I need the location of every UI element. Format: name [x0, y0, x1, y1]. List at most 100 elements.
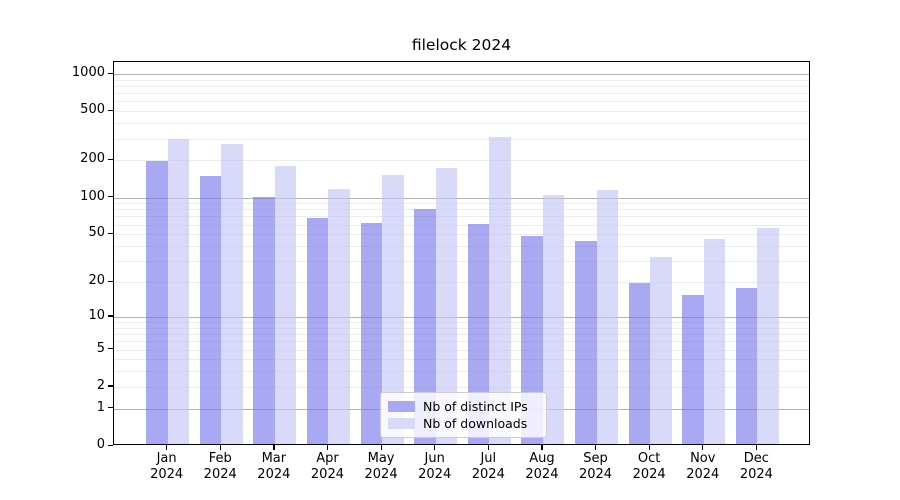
- bar-ips-oct: [628, 282, 651, 444]
- bar-ips-nov: [682, 294, 704, 444]
- x-tick-month: Dec: [743, 451, 769, 466]
- major-gridline: [114, 197, 809, 199]
- x-tick-mark: [648, 445, 650, 450]
- y-tick-label: 20: [88, 273, 105, 289]
- bar-ips-feb: [199, 176, 222, 444]
- x-tick-mark: [166, 445, 168, 450]
- x-tick-mark: [380, 445, 382, 450]
- bar-ips-dec: [735, 288, 758, 444]
- legend: Nb of distinct IPs Nb of downloads: [380, 392, 547, 438]
- legend-swatch-downloads: [388, 418, 415, 429]
- y-tick-mark: [108, 158, 113, 161]
- y-tick-label: 0: [96, 437, 105, 452]
- minor-gridline: [114, 203, 809, 205]
- y-tick-mark: [108, 109, 113, 111]
- minor-gridline: [114, 111, 809, 113]
- bar-ips-sep: [575, 241, 597, 444]
- minor-gridline: [114, 349, 809, 351]
- y-tick-label: 100: [80, 188, 105, 204]
- x-tick-year: 2024: [418, 467, 452, 482]
- minor-gridline: [114, 246, 809, 248]
- x-tick-label: Jan 2024: [137, 451, 197, 483]
- minor-gridline: [114, 322, 809, 324]
- plot-area: [113, 61, 810, 445]
- major-gridline: [114, 74, 809, 75]
- y-tick-label: 1: [96, 399, 105, 415]
- bar-downloads-dec: [757, 228, 779, 444]
- x-tick-label: Jun 2024: [405, 451, 465, 483]
- x-tick-year: 2024: [739, 467, 773, 482]
- x-tick-label: May 2024: [351, 451, 411, 483]
- bar-ips-apr: [306, 217, 329, 444]
- x-tick-year: 2024: [203, 467, 237, 482]
- legend-item: Nb of distinct IPs: [388, 398, 538, 415]
- minor-gridline: [114, 209, 809, 211]
- y-tick-mark: [108, 72, 113, 74]
- x-tick-month: Sep: [583, 451, 608, 466]
- minor-gridline: [114, 123, 809, 125]
- y-tick-label: 5: [96, 340, 105, 356]
- x-tick-label: Dec 2024: [726, 451, 786, 483]
- y-tick-mark: [108, 407, 113, 409]
- minor-gridline: [114, 282, 809, 284]
- x-tick-label: Mar 2024: [244, 451, 304, 483]
- minor-gridline: [114, 234, 809, 236]
- minor-gridline: [114, 371, 809, 373]
- x-tick-mark: [219, 445, 221, 450]
- bar-downloads-apr: [328, 188, 350, 444]
- y-tick-label: 200: [80, 151, 105, 167]
- x-tick-mark: [595, 445, 597, 450]
- x-tick-month: Jul: [480, 451, 497, 466]
- bar-downloads-feb: [221, 144, 243, 444]
- bar-downloads-nov: [703, 239, 726, 444]
- bar-ips-aug: [521, 235, 543, 444]
- minor-gridline: [114, 386, 809, 388]
- minor-gridline: [114, 334, 809, 336]
- x-tick-month: Nov: [690, 451, 716, 466]
- bar-ips-mar: [253, 197, 275, 444]
- x-tick-year: 2024: [364, 467, 398, 482]
- legend-swatch-ips: [388, 401, 415, 412]
- bar-downloads-oct: [650, 257, 672, 444]
- legend-label: Nb of distinct IPs: [423, 399, 528, 414]
- bar-ips-jan: [146, 161, 168, 444]
- minor-gridline: [114, 86, 809, 87]
- x-tick-year: 2024: [310, 467, 344, 482]
- bar-ips-jul: [467, 224, 490, 444]
- minor-gridline: [114, 359, 809, 361]
- x-tick-label: Feb 2024: [190, 451, 250, 483]
- x-tick-year: 2024: [257, 467, 291, 482]
- x-tick-year: 2024: [632, 467, 666, 482]
- minor-gridline: [114, 261, 809, 263]
- x-tick-month: May: [367, 451, 395, 466]
- minor-gridline: [114, 101, 809, 103]
- minor-gridline: [114, 224, 809, 226]
- x-tick-mark: [541, 445, 543, 450]
- bar-downloads-jan: [167, 138, 190, 444]
- y-tick-label: 2: [96, 377, 105, 393]
- bar-downloads-jun: [435, 168, 458, 444]
- y-tick-label: 1000: [71, 65, 105, 80]
- major-gridline: [114, 316, 809, 318]
- x-tick-label: Apr 2024: [297, 451, 357, 483]
- y-tick-mark: [108, 385, 113, 387]
- bar-downloads-sep: [596, 189, 619, 444]
- bar-downloads-may: [382, 174, 404, 444]
- bar-downloads-jul: [489, 136, 511, 444]
- minor-gridline: [114, 216, 809, 218]
- y-tick-label: 50: [88, 225, 105, 241]
- x-tick-year: 2024: [686, 467, 720, 482]
- x-tick-label: Nov 2024: [673, 451, 733, 483]
- x-tick-month: Jun: [424, 451, 445, 466]
- x-tick-year: 2024: [150, 467, 184, 482]
- chart-title: filelock 2024: [411, 36, 512, 54]
- x-tick-month: Jan: [156, 451, 177, 466]
- x-tick-month: Apr: [316, 451, 339, 466]
- x-tick-mark: [755, 445, 758, 450]
- minor-gridline: [114, 93, 809, 95]
- x-tick-mark: [273, 445, 275, 450]
- x-tick-label: Jul 2024: [458, 451, 518, 483]
- x-tick-month: Aug: [529, 451, 555, 466]
- x-tick-label: Aug 2024: [512, 451, 572, 483]
- x-tick-label: Sep 2024: [566, 451, 626, 483]
